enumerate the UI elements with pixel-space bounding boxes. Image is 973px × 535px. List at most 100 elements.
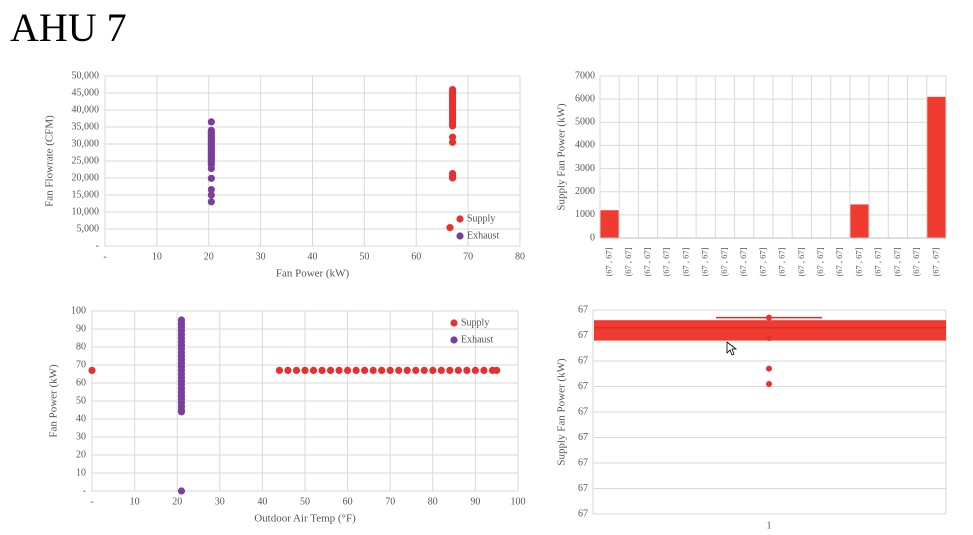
x-category-label: (67 , 67]: [853, 247, 863, 276]
data-point-supply: [403, 366, 411, 374]
plot-area: [91, 310, 519, 492]
bar: [600, 210, 619, 238]
legend-label-exhaust: Exhaust: [467, 230, 499, 241]
y-tick-label: 67: [578, 304, 588, 315]
x-tick-label: 80: [515, 251, 525, 262]
x-category-label: (67 , 67]: [680, 247, 690, 276]
y-axis-title: Fan Flowrate (CFM): [44, 115, 56, 207]
y-tick-label: 50,000: [72, 70, 100, 81]
x-category-label: (67 , 67]: [834, 247, 844, 276]
x-category-label: (67 , 67]: [738, 247, 748, 276]
data-point-supply: [412, 366, 420, 374]
data-point-supply: [454, 366, 462, 374]
x-category-label: (67 , 67]: [661, 247, 671, 276]
y-tick-label: 67: [578, 483, 588, 494]
y-tick-label: 80: [76, 341, 86, 352]
y-tick-label: 4000: [575, 140, 595, 151]
data-point-exhaust: [207, 191, 215, 199]
x-tick-label: 50: [359, 251, 369, 262]
supply-power-bar-chart: 0 1000 2000 3000 4000 5000 6000 7000 (67 , 67] (6…: [556, 70, 947, 277]
data-point-supply: [448, 122, 457, 130]
data-point-exhaust: [207, 118, 215, 126]
data-point-supply: [429, 366, 437, 374]
data-point-supply: [344, 366, 352, 374]
y-tick-label: 67: [578, 355, 588, 366]
x-category-label: (67 , 67]: [623, 247, 633, 276]
outlier-point: [766, 380, 772, 387]
y-tick-label: -: [96, 240, 99, 251]
legend-label-exhaust: Exhaust: [461, 334, 493, 345]
data-point-exhaust: [207, 185, 215, 194]
y-tick-label: 30: [76, 431, 86, 442]
x-tick-label: 20: [172, 496, 182, 507]
x-tick-label: 70: [463, 251, 473, 262]
data-point-exhaust: [177, 408, 186, 416]
y-tick-label: 10: [76, 467, 86, 478]
x-category-label: (67 , 67]: [930, 247, 940, 276]
outlier-point: [766, 335, 772, 342]
y-tick-label: 20,000: [72, 172, 100, 183]
data-point-supply: [420, 366, 428, 374]
data-point-exhaust: [207, 174, 215, 182]
y-tick-label: 3000: [575, 163, 595, 174]
y-tick-label: 25,000: [72, 155, 100, 166]
data-point-supply: [275, 366, 284, 374]
x-axis-title: Fan Power (kW): [276, 268, 350, 280]
data-point-supply: [386, 366, 394, 374]
x-tick-label: 10: [152, 251, 162, 262]
y-tick-label: 15,000: [72, 189, 100, 200]
x-category-label: (67 , 67]: [757, 247, 767, 276]
data-point-supply: [448, 174, 457, 182]
y-axis-title: Supply Fan Power (kW): [556, 103, 568, 211]
data-point-supply: [395, 366, 403, 374]
y-tick-label: 67: [578, 330, 588, 341]
data-point-supply: [284, 366, 292, 374]
data-point-supply: [318, 366, 326, 374]
legend-label-supply: Supply: [461, 317, 489, 328]
data-point-exhaust: [207, 164, 215, 173]
x-category-label: (67 , 67]: [642, 247, 652, 276]
x-category-label: (67 , 67]: [892, 247, 902, 276]
data-point-supply: [480, 366, 488, 374]
y-tick-label: 67: [578, 457, 588, 468]
y-tick-label: 6000: [575, 93, 595, 104]
y-tick-label: 67: [578, 508, 588, 519]
data-point-supply: [361, 366, 369, 374]
data-point-supply: [493, 366, 501, 374]
y-axis-title: Supply Fan Power (kW): [556, 358, 568, 466]
power-vs-oat-scatter-chart: - 10 20 30 40 50 60 70 80 90 100 - 10 20 30 40 50 60 70 80 9…: [48, 305, 526, 524]
y-tick-label: 100: [71, 305, 86, 316]
y-tick-label: 5000: [575, 117, 595, 128]
x-category-label: (67 , 67]: [604, 247, 614, 276]
data-point-supply: [463, 366, 471, 374]
data-point-exhaust: [207, 198, 215, 206]
data-point-supply: [378, 366, 386, 374]
data-point-supply: [352, 366, 360, 374]
y-axis-title: Fan Power (kW): [48, 364, 60, 438]
x-category-label: (67 , 67]: [700, 247, 710, 276]
y-tick-label: 5,000: [77, 223, 100, 234]
bar: [927, 96, 946, 238]
box-body: [594, 320, 946, 341]
data-point-supply: [448, 133, 457, 141]
x-tick-label: 40: [257, 496, 267, 507]
legend-marker-exhaust: [456, 232, 464, 240]
data-point-supply: [326, 366, 335, 374]
data-point-supply: [471, 366, 479, 374]
y-tick-label: 67: [578, 432, 588, 443]
legend-marker-exhaust: [450, 336, 458, 344]
legend-marker-supply: [450, 319, 458, 327]
y-tick-label: 67: [578, 406, 588, 417]
y-tick-label: 7000: [575, 70, 595, 81]
x-tick-label: 30: [256, 251, 266, 262]
x-tick-label: 70: [385, 496, 395, 507]
x-category-label: (67 , 67]: [911, 247, 921, 276]
y-tick-label: -: [83, 485, 86, 496]
mouse-cursor-icon: [726, 341, 738, 356]
y-tick-label: 0: [590, 232, 595, 243]
y-tick-label: 1000: [575, 209, 595, 220]
x-category-label: (67 , 67]: [873, 247, 883, 276]
x-category-label: (67 , 67]: [815, 247, 825, 276]
data-point-supply: [448, 138, 457, 146]
x-tick-label: 20: [204, 251, 214, 262]
